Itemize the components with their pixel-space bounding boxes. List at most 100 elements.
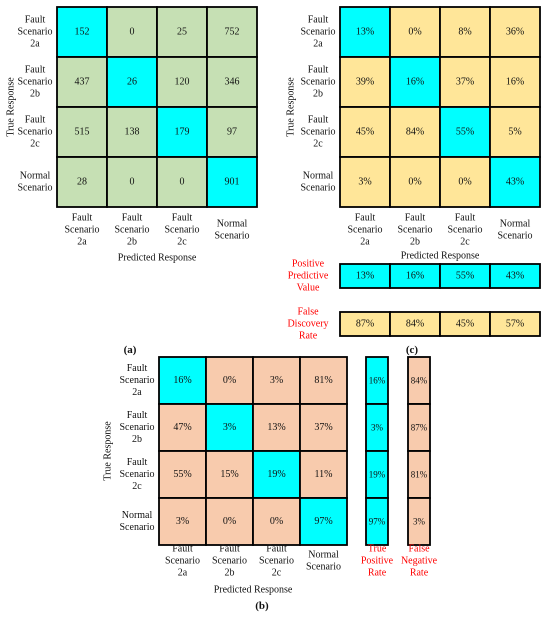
cell-value: 152 [75,27,90,38]
summary-cell [407,497,431,546]
summary-value: 43% [506,271,524,282]
x-axis-label: Predicted Response [118,253,197,264]
cell-value: 28 [77,177,87,188]
cell-value: 3% [176,516,189,527]
summary-row-label: False Discovery Rate [287,307,328,342]
matrix-cell [299,497,348,546]
summary-row-label: Positive Predictive Value [288,259,329,294]
panel-label: (a) [124,344,137,356]
row-label: Normal Scenario [120,510,155,533]
summary-value: 16% [406,271,424,282]
row-label: Fault Scenario 2a [301,15,336,50]
cell-value: 901 [225,177,240,188]
matrix-cell [439,106,491,158]
column-label: Fault Scenario 2c [259,544,294,579]
cell-value: 55% [456,127,474,138]
cell-value: 437 [75,77,90,88]
cell-value: 5% [508,127,521,138]
matrix-cell [489,156,541,208]
matrix-cell [252,450,301,499]
summary-value: 84% [406,319,424,330]
row-label: Fault Scenario 2b [18,65,53,100]
cell-value: 97% [314,516,332,527]
summary-value: 81% [411,470,428,480]
x-axis-label: Predicted Response [214,585,293,596]
cell-value: 120 [175,77,190,88]
cell-value: 97 [227,127,237,138]
column-label: Fault Scenario 2a [348,213,383,248]
summary-column-label: True Positive Rate [361,544,394,579]
matrix-cell [206,56,258,108]
cell-value: 47% [173,422,191,433]
row-label: Fault Scenario 2b [301,65,336,100]
matrix-cell [158,403,207,452]
cell-value: 752 [225,27,240,38]
matrix-cell [439,156,491,208]
summary-value: 57% [506,319,524,330]
cell-value: 81% [314,375,332,386]
matrix-cell [489,6,541,58]
cell-value: 37% [314,422,332,433]
matrix-cell [339,156,391,208]
summary-value: 3% [413,517,426,527]
matrix-cell [389,56,441,108]
matrix-cell [299,403,348,452]
cell-value: 515 [75,127,90,138]
cell-value: 39% [356,77,374,88]
cell-value: 25 [177,27,187,38]
summary-value: 45% [456,319,474,330]
row-label: Fault Scenario 2b [120,410,155,445]
summary-value: 55% [456,271,474,282]
summary-value: 3% [371,423,384,433]
cell-value: 0 [180,177,185,188]
cell-value: 3% [270,375,283,386]
row-label: Fault Scenario 2c [18,115,53,150]
column-label: Fault Scenario 2b [212,544,247,579]
column-label: Fault Scenario 2a [65,213,100,248]
column-label: Fault Scenario 2b [115,213,150,248]
matrix-cell [439,6,491,58]
cell-value: 0% [270,516,283,527]
row-label: Fault Scenario 2a [18,15,53,50]
column-label: Fault Scenario 2b [398,213,433,248]
matrix-cell [339,6,391,58]
matrix-cell [205,497,254,546]
cell-value: 0% [223,516,236,527]
cell-value: 43% [506,177,524,188]
matrix-cell [252,497,301,546]
matrix-cell [206,156,258,208]
cell-value: 0% [408,27,421,38]
cell-value: 138 [125,127,140,138]
summary-value: 87% [411,423,428,433]
cell-value: 3% [358,177,371,188]
cell-value: 346 [225,77,240,88]
cell-value: 55% [173,469,191,480]
cell-value: 179 [175,127,190,138]
cell-value: 13% [356,27,374,38]
matrix-cell [206,106,258,158]
column-label: Fault Scenario 2c [165,213,200,248]
cell-value: 13% [267,422,285,433]
cell-value: 19% [267,469,285,480]
row-label: Fault Scenario 2a [120,363,155,398]
y-axis-label: True Response [286,77,297,137]
summary-cell [365,497,389,546]
matrix-cell [158,450,207,499]
summary-column-label: False Negative Rate [401,544,438,579]
cell-value: 16% [173,375,191,386]
summary-value: 13% [356,271,374,282]
cell-value: 16% [406,77,424,88]
matrix-cell [489,56,541,108]
summary-value: 84% [411,376,428,386]
cell-value: 36% [506,27,524,38]
cell-value: 26 [127,77,137,88]
cell-value: 0% [223,375,236,386]
y-axis-label: True Response [6,77,17,137]
matrix-cell [106,56,158,108]
matrix-cell [56,6,108,58]
matrix-cell [106,106,158,158]
summary-cell [339,311,391,337]
panel-label: (c) [406,344,419,356]
panel-label: (b) [255,600,269,612]
